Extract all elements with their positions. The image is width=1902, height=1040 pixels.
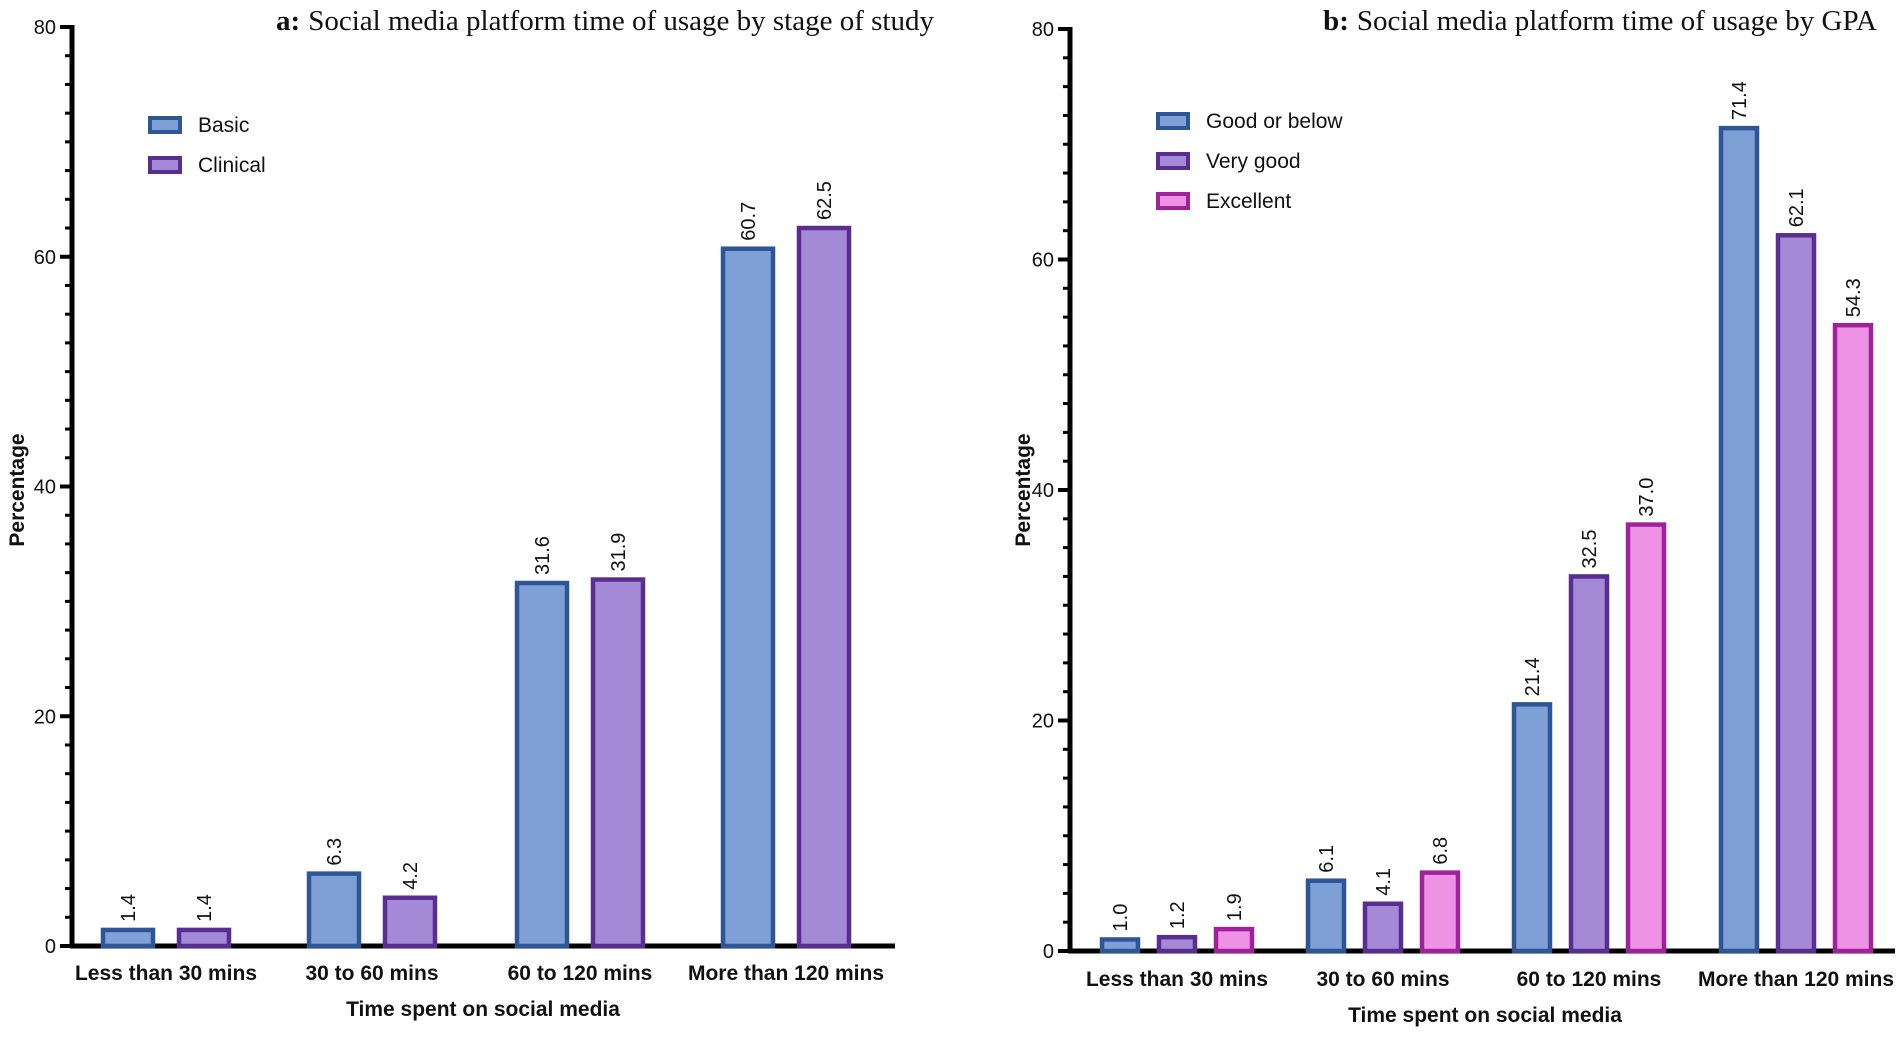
bar-very-good-1 bbox=[1156, 934, 1198, 954]
bar-excellent-4 bbox=[1832, 322, 1874, 954]
bar-basic-1 bbox=[100, 927, 156, 949]
data-label: 6.3 bbox=[324, 838, 346, 866]
data-label: 37.0 bbox=[1636, 478, 1658, 517]
y-tick-label: 20 bbox=[34, 706, 56, 728]
bar-clinical-3 bbox=[590, 577, 646, 949]
x-category-label: 60 to 120 mins bbox=[508, 962, 653, 985]
legend-entry: Excellent bbox=[1206, 190, 1291, 213]
data-label: 62.1 bbox=[1786, 188, 1808, 227]
y-tick-label: 40 bbox=[1032, 480, 1054, 502]
legend: Good or below Very good Excellent bbox=[1156, 110, 1343, 213]
y-axis-label: Percentage bbox=[6, 433, 29, 546]
bar-excellent-2 bbox=[1419, 870, 1461, 954]
x-category-label: Less than 30 mins bbox=[1086, 968, 1268, 991]
legend-swatch bbox=[148, 156, 182, 174]
y-tick-label: 0 bbox=[1043, 941, 1054, 963]
chart-title: a: Social media platform time of usage by… bbox=[276, 5, 934, 37]
x-category-label: 60 to 120 mins bbox=[1517, 968, 1662, 991]
legend-entry: Good or below bbox=[1206, 110, 1343, 133]
data-label: 4.2 bbox=[400, 862, 422, 890]
bar-basic-2 bbox=[306, 871, 362, 949]
panel-a: a: Social media platform time of usage by… bbox=[6, 5, 934, 1021]
bar-good-or-below-3 bbox=[1511, 702, 1553, 954]
bar-good-or-below-2 bbox=[1305, 878, 1347, 954]
legend-entry: Clinical bbox=[198, 154, 266, 177]
data-label: 1.2 bbox=[1167, 901, 1189, 929]
panel-letter: b: bbox=[1323, 5, 1349, 37]
chart-title: b: Social media platform time of usage by… bbox=[1323, 5, 1877, 37]
data-label: 71.4 bbox=[1729, 81, 1751, 120]
x-axis-label: Time spent on social media bbox=[1348, 1004, 1622, 1027]
x-category-label: 30 to 60 mins bbox=[305, 962, 438, 985]
x-category-label: Less than 30 mins bbox=[75, 962, 257, 985]
data-label: 31.9 bbox=[608, 533, 630, 572]
y-tick-label: 40 bbox=[34, 477, 56, 499]
bar-excellent-1 bbox=[1213, 926, 1255, 954]
y-tick-label: 0 bbox=[45, 936, 56, 958]
data-label: 31.6 bbox=[532, 536, 554, 575]
bar-good-or-below-1 bbox=[1099, 937, 1141, 954]
x-category-label: More than 120 mins bbox=[688, 962, 884, 985]
data-label: 1.0 bbox=[1110, 904, 1132, 932]
panel-letter: a: bbox=[276, 5, 300, 37]
bar-clinical-1 bbox=[176, 927, 232, 949]
bar-basic-4 bbox=[720, 246, 776, 949]
legend: Basic Clinical bbox=[148, 114, 266, 177]
y-tick-label: 80 bbox=[34, 17, 56, 39]
bar-clinical-2 bbox=[382, 895, 438, 949]
data-label: 60.7 bbox=[738, 202, 760, 241]
bar-excellent-3 bbox=[1625, 522, 1667, 954]
x-category-label: 30 to 60 mins bbox=[1316, 968, 1449, 991]
bar-basic-3 bbox=[514, 580, 570, 949]
legend-entry: Very good bbox=[1206, 150, 1301, 173]
y-tick-label: 60 bbox=[34, 247, 56, 269]
bar-very-good-3 bbox=[1568, 574, 1610, 954]
chart-title-text: Social media platform time of usage by G… bbox=[1357, 5, 1877, 37]
data-label: 62.5 bbox=[814, 181, 836, 220]
data-label: 54.3 bbox=[1843, 278, 1865, 317]
data-label: 1.4 bbox=[194, 894, 216, 922]
data-label: 6.8 bbox=[1430, 837, 1452, 865]
data-label: 1.4 bbox=[118, 894, 140, 922]
x-category-label: More than 120 mins bbox=[1698, 968, 1894, 991]
data-label: 32.5 bbox=[1579, 530, 1601, 569]
data-label: 21.4 bbox=[1522, 657, 1544, 696]
data-label: 4.1 bbox=[1373, 868, 1395, 896]
legend-swatch bbox=[1156, 152, 1190, 170]
legend-swatch bbox=[1156, 192, 1190, 210]
chart-title-text: Social media platform time of usage by s… bbox=[308, 5, 934, 37]
legend-swatch bbox=[148, 116, 182, 134]
bar-very-good-4 bbox=[1775, 233, 1817, 954]
data-label: 6.1 bbox=[1316, 845, 1338, 873]
y-tick-label: 80 bbox=[1032, 19, 1054, 41]
bar-very-good-2 bbox=[1362, 901, 1404, 954]
bar-clinical-4 bbox=[796, 225, 852, 949]
y-tick-label: 20 bbox=[1032, 711, 1054, 733]
y-tick-label: 60 bbox=[1032, 250, 1054, 272]
x-axis-label: Time spent on social media bbox=[346, 998, 620, 1021]
legend-entry: Basic bbox=[198, 114, 249, 137]
legend-swatch bbox=[1156, 112, 1190, 130]
panel-b: b: Social media platform time of usage by… bbox=[1012, 5, 1895, 1027]
y-axis-label: Percentage bbox=[1012, 433, 1035, 546]
bar-good-or-below-4 bbox=[1718, 125, 1760, 954]
data-label: 1.9 bbox=[1224, 893, 1246, 921]
